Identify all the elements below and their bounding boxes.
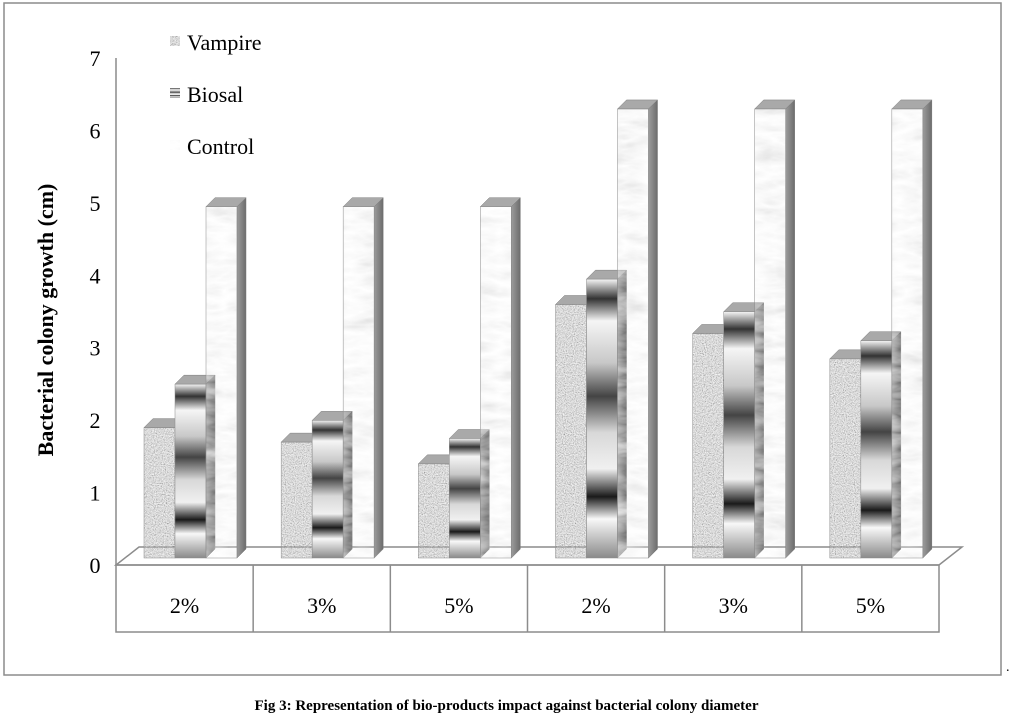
bar-outline [617, 108, 649, 559]
legend-label-control: Control [187, 134, 254, 159]
bar-front-face [617, 108, 649, 558]
legend-label-vampire: Vampire [187, 30, 262, 55]
y-axis-title: Bacterial colony growth (cm) [33, 184, 58, 457]
bar-front-face [829, 358, 861, 558]
bar-front-face [586, 279, 618, 558]
figure-caption: Fig 3: Representation of bio-products im… [254, 698, 759, 714]
legend-swatch-control [170, 140, 180, 150]
bar-outline [891, 108, 924, 559]
bar-side-face [785, 99, 795, 559]
chart-frame [3, 2, 1002, 676]
legend: Vampire Biosal Control [170, 30, 262, 159]
category-label-1: 3% [307, 593, 336, 618]
bar-side-face [373, 197, 384, 559]
bar-front-face [175, 384, 206, 558]
bar-front-face [754, 108, 786, 558]
bar-outline [342, 206, 375, 559]
bar-outline [480, 206, 512, 559]
bar-side-face [648, 99, 658, 559]
bar-front-face [343, 206, 375, 558]
legend-label-biosal: Biosal [187, 82, 243, 107]
bar-front-face [418, 463, 450, 558]
bar-front-face [480, 206, 512, 558]
bar-control-3 [616, 99, 659, 559]
bar-side-face [511, 197, 521, 559]
category-label-5: 5% [856, 593, 885, 618]
bar-front-face [281, 442, 313, 558]
y-tick-label-6: 6 [90, 118, 101, 143]
y-tick-label-5: 5 [90, 191, 101, 216]
bar-side-face [236, 197, 247, 559]
y-tick-label-2: 2 [90, 408, 101, 433]
y-tick-label-0: 0 [90, 553, 101, 578]
legend-swatch-vampire [170, 36, 180, 46]
y-tick-label-7: 7 [90, 46, 101, 71]
bar-front-face [891, 108, 923, 558]
bar-outline [754, 108, 786, 559]
bar-front-face [723, 311, 755, 558]
bar-front-face [860, 340, 892, 558]
bar-front-face [312, 420, 344, 558]
category-label-4: 3% [719, 593, 748, 618]
category-label-0: 2% [170, 593, 199, 618]
bar-outline [205, 206, 238, 559]
bar-control-2 [479, 197, 521, 559]
legend-swatch-biosal [170, 88, 180, 98]
y-tick-label-1: 1 [90, 481, 101, 506]
bar-front-face [555, 304, 587, 558]
bar-front-face [206, 206, 237, 558]
bar-control-1 [342, 197, 384, 559]
bar-control-4 [754, 99, 796, 559]
bar-side-face [922, 99, 933, 559]
category-label-2: 5% [444, 593, 473, 618]
bar-control-0 [205, 197, 247, 559]
bar-front-face [692, 333, 724, 558]
bar-front-face [449, 438, 481, 558]
trailing-mark: . [1006, 660, 1010, 675]
bar-control-5 [891, 99, 933, 559]
y-tick-label-4: 4 [90, 263, 101, 288]
y-tick-label-3: 3 [90, 336, 101, 361]
category-label-3: 2% [581, 593, 610, 618]
bar-front-face [144, 427, 175, 558]
